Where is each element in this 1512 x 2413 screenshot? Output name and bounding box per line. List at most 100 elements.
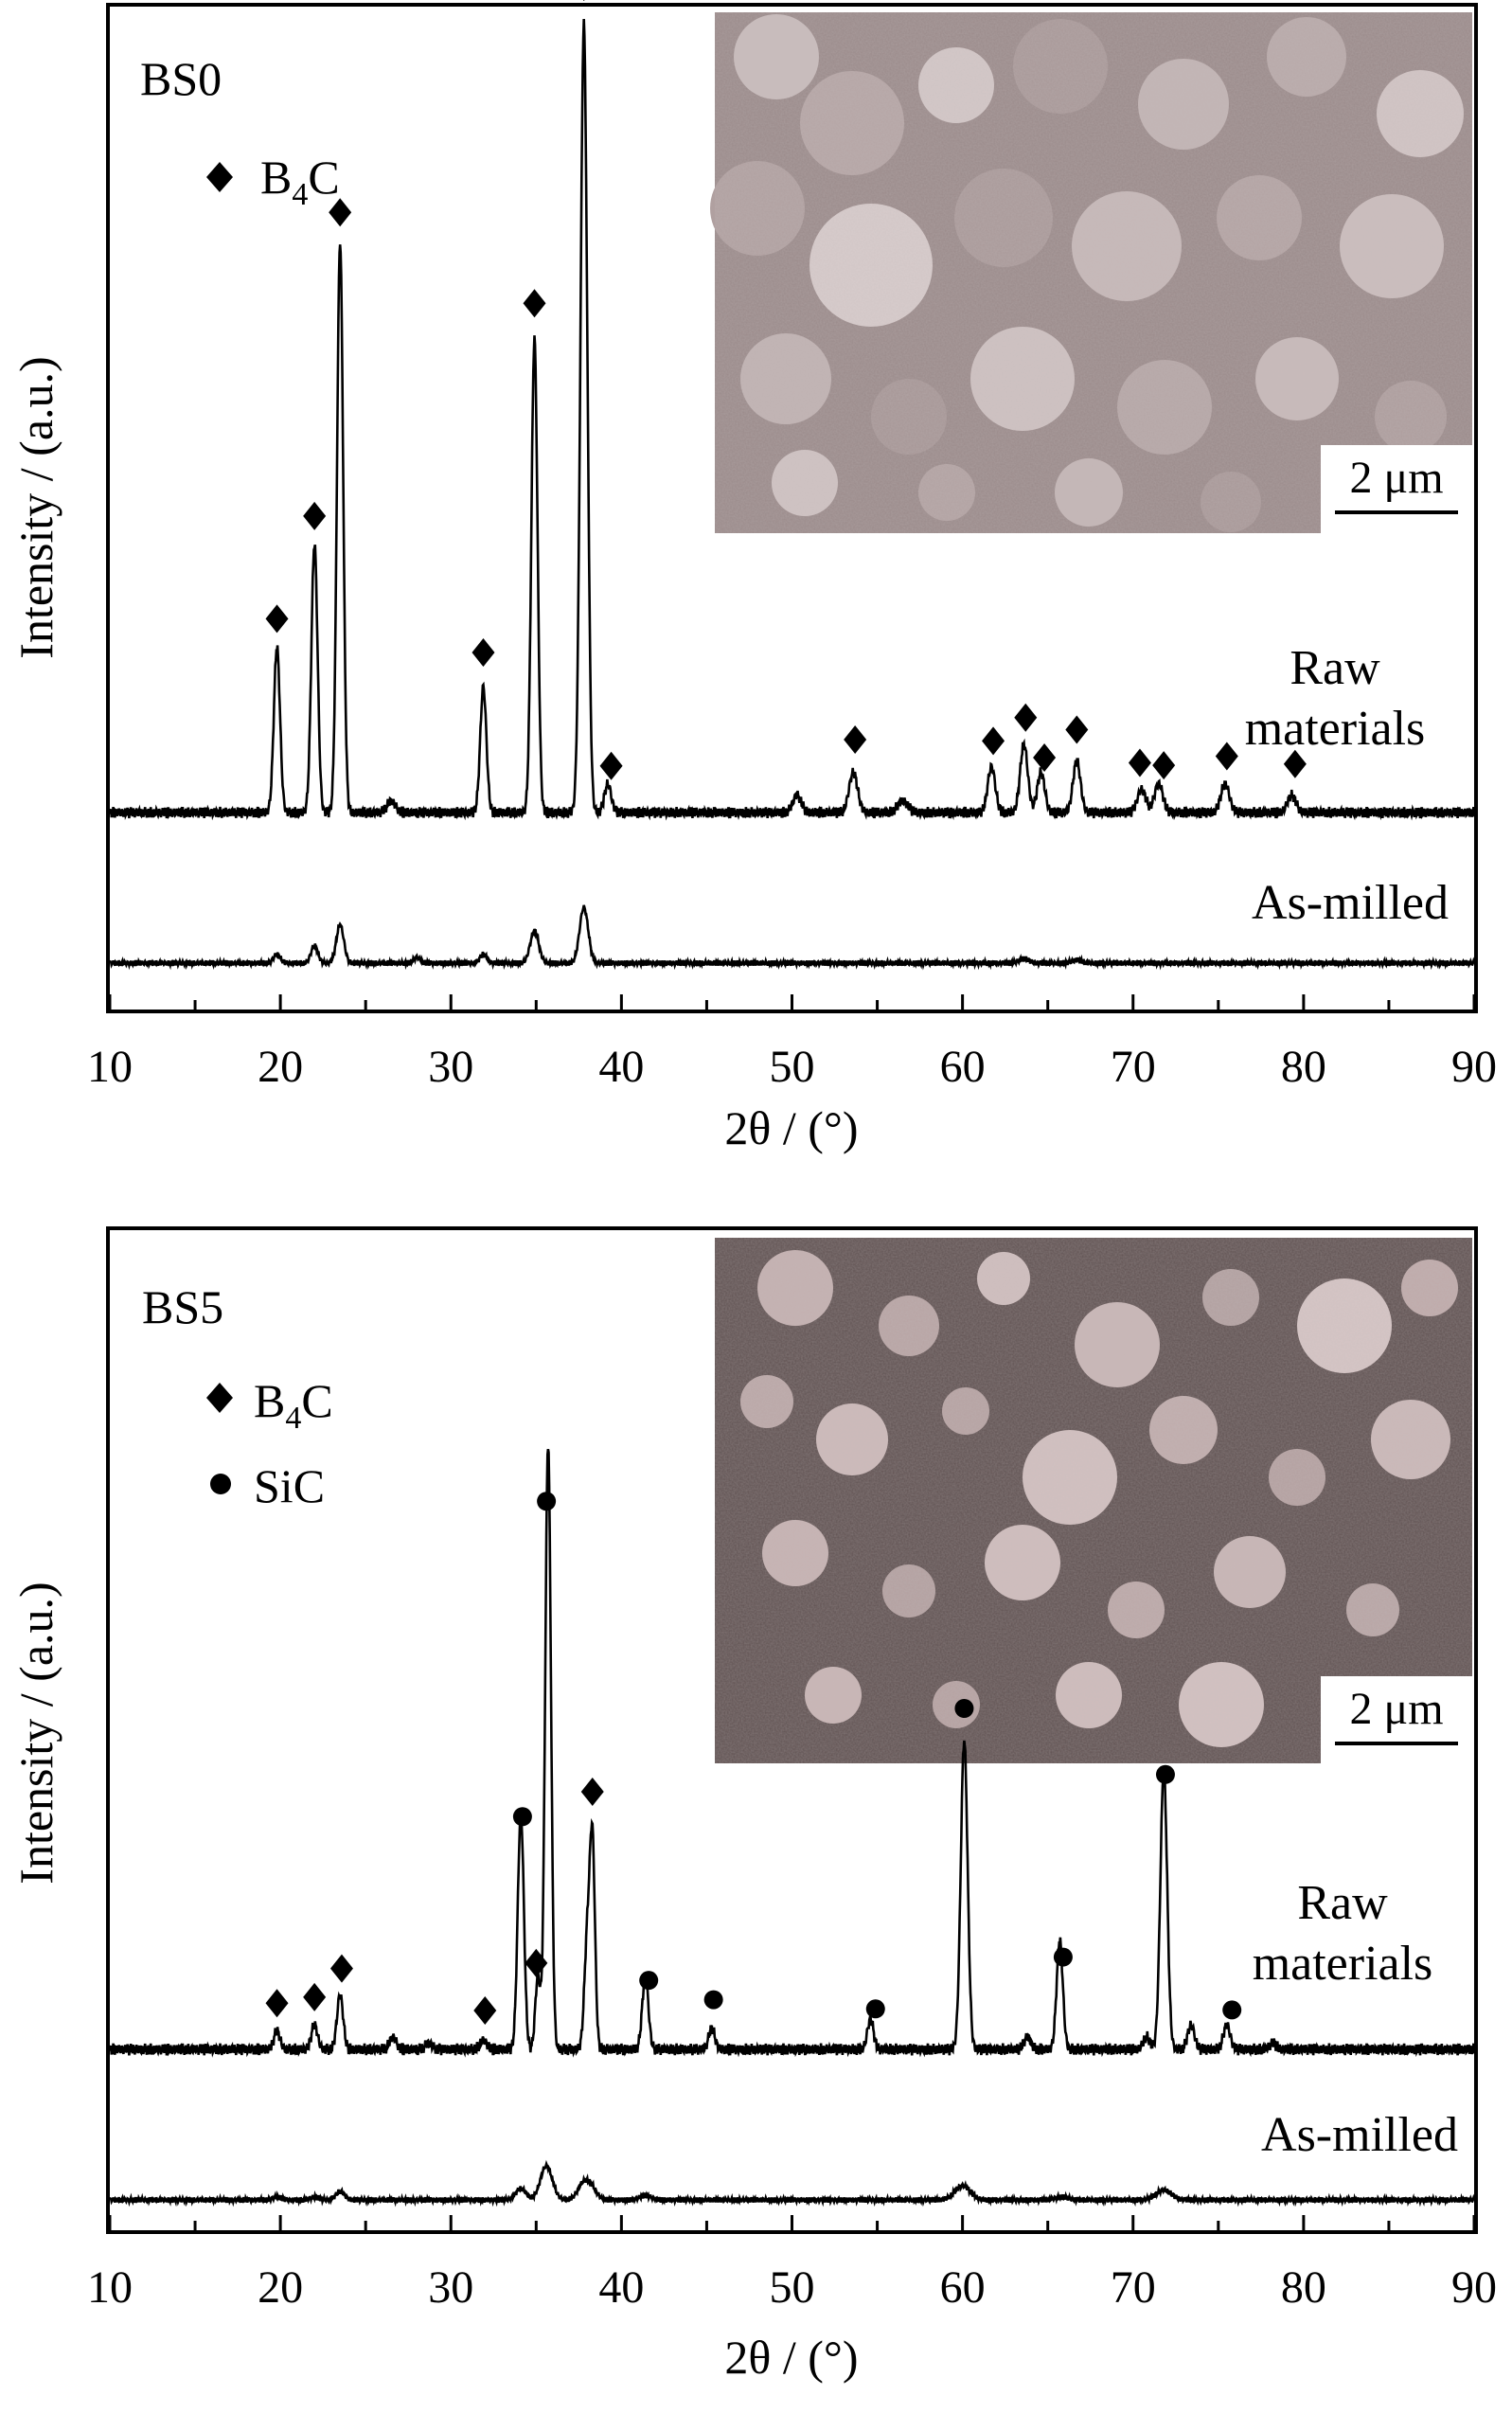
legend-item-sic: SiC [210,1459,325,1512]
diamond-marker-icon [206,1383,233,1413]
x-tick-label: 40 [598,1042,644,1092]
legend-label-sub: 4 [292,177,308,212]
sem-inset: 2 μm [710,12,1472,533]
x-axis-title: 2θ / (°) [724,1101,858,1154]
x-tick-label: 40 [598,2262,644,2313]
sic-peak-marker [703,1990,723,2010]
legend-label-tail: C [301,1374,332,1427]
xrd-curves [108,19,1476,971]
b4c-peak-marker [1128,748,1151,778]
xrd-panel-bs5: BS5 B4C SiC [9,1226,1497,2384]
sic-peak-marker [639,1971,659,1991]
x-tick-label: 70 [1111,2262,1156,2313]
b4c-peak-marker [329,1954,353,1983]
curve-label-raw: Raw materials [1253,1876,1433,1991]
curve-label-line-1: Raw [1297,1876,1388,1930]
x-axis-title: 2θ / (°) [724,2331,858,2384]
x-tick-label: 50 [770,2262,815,2313]
xrd-pattern-line [109,904,1476,971]
b4c-peak-marker [982,726,1005,756]
x-tick-label: 80 [1281,1042,1326,1092]
legend-item-b4c: B4C [206,151,340,212]
b4c-peak-marker [329,198,352,227]
sic-peak-marker [1222,2000,1242,2020]
legend-label-main: B [254,1374,285,1427]
sic-peak-marker [512,1807,532,1827]
xrd-pattern-line [108,1448,1476,2058]
x-tick-label: 50 [770,1042,815,1092]
legend: B4C SiC [206,1374,333,1512]
x-tick-label: 20 [258,1042,303,1092]
plot-frame [106,3,1478,1013]
curve-label-as-milled: As-milled [1261,2108,1458,2162]
b4c-peak-marker [265,1989,289,2018]
sem-inset: 2 μm [715,1238,1472,1763]
b4c-peak-marker [582,0,585,2]
xrd-pattern-line [109,2159,1476,2207]
curve-label-raw: Raw materials [1245,641,1426,756]
b4c-peak-marker [471,638,495,668]
plot-frame [106,1226,1478,2234]
sic-peak-marker [954,1698,974,1718]
circle-marker-icon [210,1474,231,1494]
diamond-marker-icon [206,162,233,192]
panel-label: BS5 [142,1280,223,1333]
b4c-peak-marker [523,289,546,318]
panel-label: BS0 [140,52,222,105]
scale-bar-background [1321,445,1472,533]
b4c-peak-marker [1152,751,1176,780]
x-tick-label: 90 [1451,1042,1497,1092]
b4c-peak-marker [303,501,327,530]
b4c-peak-marker [1065,715,1089,744]
scale-bar-label: 2 μm [1349,1684,1443,1734]
legend-label-tail: C [308,151,339,204]
sic-peak-marker [865,1999,885,2019]
x-axis: 10 20 30 40 50 60 70 80 90 [87,2215,1497,2313]
xrd-pattern-line [108,19,1476,821]
sem-grain [715,1238,1472,1763]
b4c-peak-marker [1215,742,1238,771]
peak-markers [265,0,1307,780]
b4c-peak-marker [473,1995,497,2025]
b4c-peak-marker [1014,703,1038,732]
legend-label-sub: 4 [285,1401,301,1436]
x-tick-label: 60 [940,2262,986,2313]
x-tick-label: 10 [87,2262,133,2313]
x-axis: 10 20 30 40 50 60 70 80 90 [87,994,1497,1092]
sic-peak-marker [537,1492,557,1511]
b4c-peak-marker [1283,749,1307,778]
b4c-peak-marker [303,1982,327,2011]
x-tick-label: 70 [1111,1042,1156,1092]
b4c-peak-marker [844,725,867,755]
sic-peak-marker [1155,1764,1175,1784]
x-tick-label: 80 [1281,2262,1326,2313]
y-axis-title: Intensity / (a.u.) [9,1582,62,1884]
x-tick-label: 60 [940,1042,986,1092]
b4c-peak-marker [580,1777,604,1806]
x-tick-label: 20 [258,2262,303,2313]
legend-label-main: SiC [254,1459,325,1512]
curve-label-line-2: materials [1245,702,1426,756]
curve-label-line-1: Raw [1290,641,1380,695]
y-axis-title: Intensity / (a.u.) [9,356,62,658]
x-tick-label: 10 [87,1042,133,1092]
xrd-panel-bs0: BS0 B4C [9,0,1497,1154]
scale-bar-background [1321,1676,1472,1763]
xrd-curves [108,1448,1476,2207]
svg-text:B4C: B4C [254,1374,333,1436]
b4c-peak-marker [1033,742,1057,772]
curve-label-as-milled: As-milled [1252,876,1449,930]
b4c-peak-marker [599,751,623,780]
peak-markers [265,1492,1242,2025]
legend-item-b4c: B4C [206,1374,333,1436]
scale-bar-label: 2 μm [1349,453,1443,503]
legend-label-main: B [260,151,292,204]
b4c-peak-marker [525,1948,548,1977]
x-tick-label: 90 [1451,2262,1497,2313]
curve-label-line-2: materials [1253,1937,1433,1991]
b4c-peak-marker [265,604,289,634]
svg-text:B4C: B4C [260,151,340,212]
legend: B4C [206,151,340,212]
sic-peak-marker [1053,1947,1073,1967]
